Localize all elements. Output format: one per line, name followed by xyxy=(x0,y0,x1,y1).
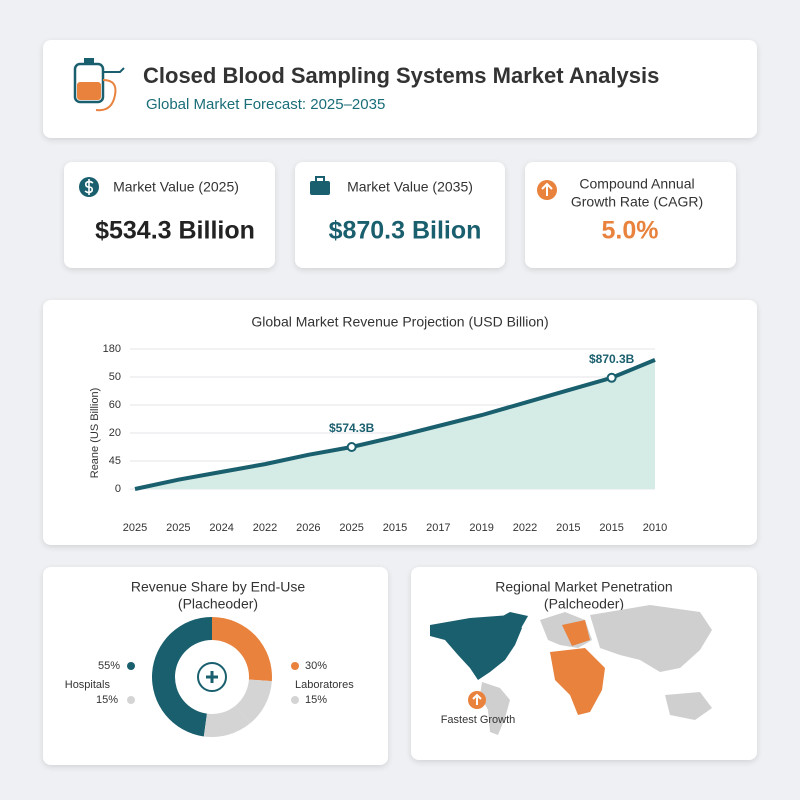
value-label: 55% xyxy=(98,660,120,672)
x-tick-label: 2022 xyxy=(513,522,537,534)
header-icon xyxy=(73,58,125,112)
legend-dot xyxy=(291,696,299,704)
header-card xyxy=(43,40,757,138)
map-title: Regional Market Penetration xyxy=(495,579,672,595)
briefcase-icon xyxy=(310,176,330,195)
kpi-label: Market Value (2025) xyxy=(113,179,239,195)
y-tick-label: 50 xyxy=(109,371,121,383)
point-marker xyxy=(346,442,357,452)
x-tick-label: 2015 xyxy=(556,522,580,534)
y-tick-label: 0 xyxy=(115,483,121,495)
x-tick-label: 2025 xyxy=(166,522,190,534)
chart-subtitle: (Placheoder) xyxy=(178,596,258,612)
chart-title: Global Market Revenue Projection (USD Bi… xyxy=(251,314,548,330)
world-map xyxy=(430,605,712,735)
legend-dot xyxy=(127,696,135,704)
kpi-card xyxy=(295,162,505,268)
point-marker xyxy=(606,372,617,383)
donut-slice xyxy=(235,679,272,724)
line xyxy=(134,358,656,491)
category-label: Hospitals xyxy=(65,679,111,691)
legend-dot xyxy=(127,662,135,670)
legend-dot xyxy=(291,662,299,670)
y-tick-label: 180 xyxy=(103,343,121,355)
kpi-label: Market Value (2035) xyxy=(347,179,473,195)
header-subtitle: Global Market Forecast: 2025–2035 xyxy=(146,96,385,113)
donut-slice xyxy=(212,617,272,682)
value-label: 15% xyxy=(96,694,118,706)
growth-icon xyxy=(537,180,557,200)
y-tick-label: 60 xyxy=(109,399,121,411)
x-tick-label: 2010 xyxy=(643,522,667,534)
category-label: Laboratores xyxy=(295,679,354,691)
x-tick-label: 2025 xyxy=(123,522,147,534)
kpi-value: $534.3 Billion xyxy=(95,217,255,245)
kpi-card xyxy=(64,162,275,268)
x-tick-label: 2019 xyxy=(469,522,493,534)
kpi-card xyxy=(525,162,736,268)
x-tick-label: 2025 xyxy=(339,522,363,534)
value-label: 15% xyxy=(305,694,327,706)
dollar-glyph xyxy=(84,179,94,195)
donut-slice xyxy=(203,705,250,737)
kpi-label: Growth Rate (CAGR) xyxy=(571,194,703,210)
header-title: Closed Blood Sampling Systems Market Ana… xyxy=(143,63,659,88)
annotation: $870.3B xyxy=(589,352,635,366)
y-tick-label: 20 xyxy=(109,427,121,439)
map-annotation: Fastest Growth xyxy=(441,714,516,726)
y-tick-label: 45 xyxy=(109,455,121,467)
chart-title: Revenue Share by End-Use xyxy=(131,579,306,595)
area xyxy=(135,359,655,489)
kpi-label: Compound Annual xyxy=(579,176,694,192)
center-plus xyxy=(206,671,218,683)
donut-slice xyxy=(151,617,212,737)
annotation: $574.3B xyxy=(329,421,375,435)
x-tick-label: 2024 xyxy=(209,522,233,534)
x-tick-label: 2015 xyxy=(383,522,407,534)
x-tick-label: 2022 xyxy=(253,522,277,534)
value-label: 30% xyxy=(305,660,327,672)
x-tick-label: 2026 xyxy=(296,522,320,534)
map-subtitle: (Palcheoder) xyxy=(544,596,624,612)
kpi-value: 5.0% xyxy=(602,217,659,245)
kpi-value: $870.3 Bilion xyxy=(329,217,482,245)
y-axis-label: Reane (US Billion) xyxy=(89,388,101,478)
x-tick-label: 2017 xyxy=(426,522,450,534)
x-tick-label: 2015 xyxy=(599,522,623,534)
